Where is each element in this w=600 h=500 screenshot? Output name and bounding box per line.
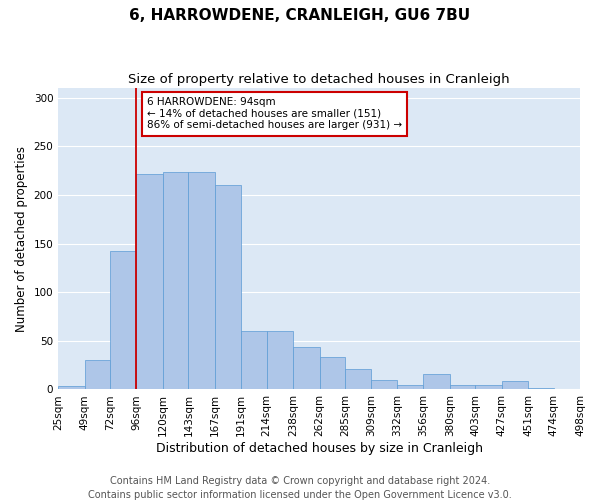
Bar xyxy=(58,386,85,390)
Bar xyxy=(345,369,371,390)
Bar xyxy=(85,360,110,390)
Bar xyxy=(502,380,528,390)
Title: Size of property relative to detached houses in Cranleigh: Size of property relative to detached ho… xyxy=(128,72,510,86)
Bar xyxy=(241,331,266,390)
Bar xyxy=(136,174,163,390)
Text: Contains HM Land Registry data © Crown copyright and database right 2024.
Contai: Contains HM Land Registry data © Crown c… xyxy=(88,476,512,500)
Bar xyxy=(475,384,502,390)
Bar xyxy=(320,358,345,390)
Bar xyxy=(528,388,554,390)
Bar xyxy=(450,384,475,390)
X-axis label: Distribution of detached houses by size in Cranleigh: Distribution of detached houses by size … xyxy=(155,442,482,455)
Bar xyxy=(293,346,320,390)
Text: 6, HARROWDENE, CRANLEIGH, GU6 7BU: 6, HARROWDENE, CRANLEIGH, GU6 7BU xyxy=(130,8,470,22)
Bar xyxy=(110,252,136,390)
Bar xyxy=(163,172,188,390)
Bar xyxy=(188,172,215,390)
Bar xyxy=(371,380,397,390)
Y-axis label: Number of detached properties: Number of detached properties xyxy=(15,146,28,332)
Bar xyxy=(424,374,450,390)
Bar xyxy=(397,384,424,390)
Bar xyxy=(266,331,293,390)
Text: 6 HARROWDENE: 94sqm
← 14% of detached houses are smaller (151)
86% of semi-detac: 6 HARROWDENE: 94sqm ← 14% of detached ho… xyxy=(147,97,402,130)
Bar xyxy=(215,186,241,390)
